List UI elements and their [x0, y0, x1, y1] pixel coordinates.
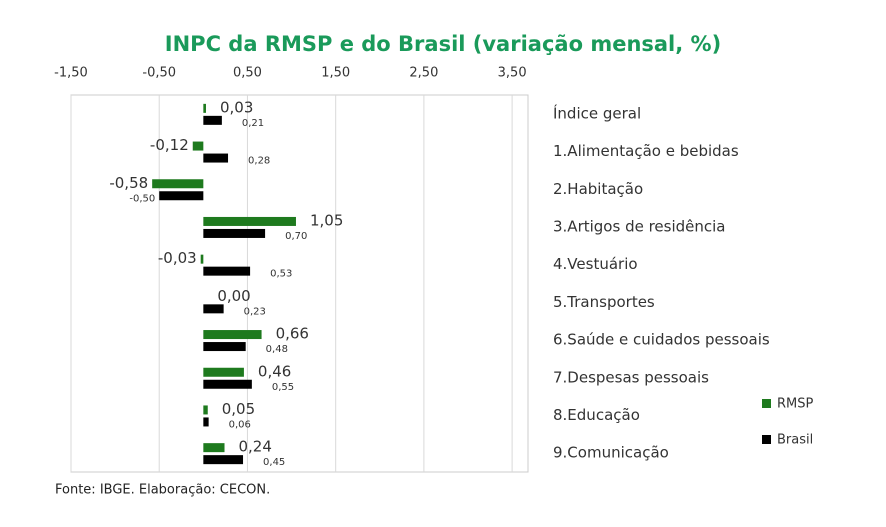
category-label: 7.Despesas pessoais [553, 368, 709, 386]
category-label: 5.Transportes [553, 293, 655, 311]
bar [203, 216, 296, 226]
chart-title: INPC da RMSP e do Brasil (variação mensa… [165, 32, 721, 56]
value-label: 0,23 [244, 306, 266, 317]
bar [203, 103, 206, 113]
value-label: -0,50 [129, 193, 155, 204]
bar [203, 342, 246, 352]
bar [203, 455, 244, 465]
plot-area [70, 94, 529, 473]
x-tick-label: -1,50 [54, 66, 88, 81]
category-label: Índice geral [553, 103, 641, 122]
legend-label: RMSP [777, 397, 814, 412]
x-tick-label: 1,50 [321, 66, 350, 81]
legend-swatch [762, 435, 771, 444]
category-label: 1.Alimentação e bebidas [553, 142, 739, 160]
value-label: 0,45 [263, 457, 285, 468]
category-label: 6.Saúde e cuidados pessoais [553, 331, 770, 349]
bar [203, 115, 222, 125]
category-label: 4.Vestuário [553, 255, 638, 273]
bar [152, 179, 204, 189]
value-label: 1,05 [310, 211, 343, 229]
value-label: 0,03 [220, 98, 253, 116]
value-label: 0,28 [248, 156, 270, 167]
value-label: 0,53 [270, 269, 292, 280]
value-label: 0,46 [258, 362, 291, 380]
value-label: 0,21 [242, 118, 264, 129]
bar [200, 254, 204, 264]
bar [203, 379, 252, 389]
legend-label: Brasil [777, 433, 813, 448]
bar [192, 141, 204, 151]
bar [203, 153, 229, 163]
value-label: 0,00 [217, 287, 250, 305]
value-label: -0,58 [109, 174, 148, 192]
bar [203, 405, 208, 415]
category-label: 9.Comunicação [553, 444, 669, 462]
bar [203, 304, 224, 314]
value-label: -0,12 [150, 136, 189, 154]
x-tick-label: 3,50 [498, 66, 527, 81]
bar [203, 228, 266, 238]
source: Fonte: IBGE. Elaboração: CECON. [55, 483, 270, 498]
bar [203, 367, 244, 377]
value-label: 0,55 [272, 382, 294, 393]
bar [203, 266, 251, 276]
value-label: 0,66 [276, 325, 309, 343]
value-label: 0,06 [229, 419, 251, 430]
bar [203, 443, 225, 453]
category-label: 3.Artigos de residência [553, 217, 726, 235]
category-label: 2.Habitação [553, 180, 643, 198]
x-tick-label: 2,50 [409, 66, 438, 81]
value-label: 0,24 [239, 438, 272, 456]
value-label: 0,05 [222, 400, 255, 418]
bar [203, 330, 262, 340]
x-tick-label: -0,50 [142, 66, 176, 81]
value-label: 0,70 [285, 231, 307, 242]
x-tick-label: 0,50 [233, 66, 262, 81]
bar [203, 417, 209, 427]
bar [159, 191, 204, 201]
category-label: 8.Educação [553, 406, 640, 424]
value-label: -0,03 [158, 249, 197, 267]
value-label: 0,48 [266, 344, 288, 355]
legend-swatch [762, 399, 771, 408]
